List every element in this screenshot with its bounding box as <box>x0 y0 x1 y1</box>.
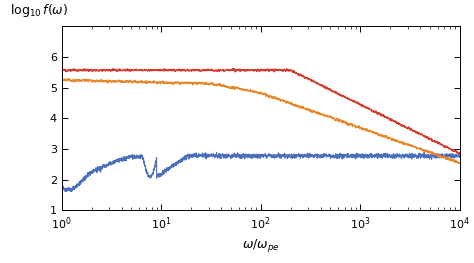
X-axis label: $\omega/\omega_{pe}$: $\omega/\omega_{pe}$ <box>242 237 280 254</box>
Text: $\log_{10}f(\omega)$: $\log_{10}f(\omega)$ <box>10 2 68 19</box>
